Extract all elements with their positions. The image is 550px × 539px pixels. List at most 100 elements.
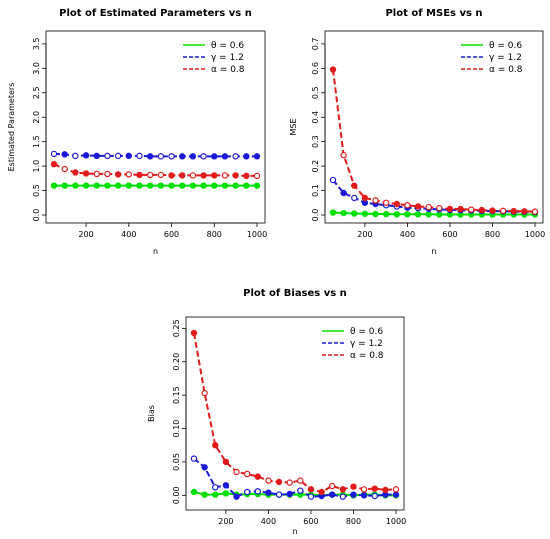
series-point-3	[329, 482, 336, 490]
series-point-3	[190, 329, 198, 337]
series-line-3	[53, 163, 257, 177]
x-tick-label: 600	[442, 230, 457, 239]
y-tick-label: 3.5	[32, 38, 41, 51]
series-point-2	[104, 152, 111, 160]
series-point-2	[189, 153, 197, 160]
series-point-3	[392, 486, 400, 493]
series-point-2	[286, 490, 293, 498]
series-point-2	[232, 153, 239, 160]
y-tick-label: 3.0	[32, 62, 41, 75]
series-point-2	[50, 150, 58, 158]
series-point-3	[114, 171, 122, 178]
series-point-2	[307, 493, 315, 500]
series-point-1	[200, 182, 207, 189]
legend-label-1: θ = 0.6	[211, 41, 244, 51]
series-point-1	[382, 210, 390, 218]
series-point-1	[179, 182, 186, 189]
series-point-2	[221, 153, 229, 160]
y-tick-label: 1.0	[32, 160, 41, 173]
y-tick-label: 0.2	[311, 160, 320, 173]
y-tick-label: 0.1	[311, 184, 320, 197]
series-point-1	[157, 182, 165, 189]
series-point-2	[265, 489, 272, 496]
x-axis-label: n	[292, 527, 297, 536]
y-tick-label: 1.5	[32, 135, 41, 148]
series-point-1	[146, 182, 154, 189]
series-point-2	[190, 455, 198, 462]
y-tick-label: 0.10	[172, 420, 181, 438]
series-point-1	[125, 182, 132, 189]
x-tick-label: 800	[346, 517, 361, 526]
series-point-2	[329, 176, 337, 184]
series-point-3	[286, 479, 293, 486]
series-point-2	[253, 153, 261, 160]
x-tick-label: 400	[261, 517, 276, 526]
series-point-1	[72, 182, 79, 189]
series-point-3	[72, 169, 79, 176]
series-point-1	[372, 210, 379, 218]
series-point-3	[307, 486, 315, 493]
series-point-2	[211, 153, 218, 160]
series-line-3	[332, 69, 536, 213]
series-point-3	[254, 473, 261, 480]
series-point-3	[499, 207, 507, 215]
x-tick-label: 1000	[386, 517, 406, 526]
y-tick-label: 2.5	[32, 86, 41, 99]
series-point-3	[275, 478, 283, 486]
series-point-3	[425, 203, 432, 211]
series-point-3	[351, 182, 358, 189]
series-point-2	[350, 491, 357, 498]
series-point-3	[104, 170, 111, 178]
x-axis-label: n	[431, 247, 436, 256]
series-point-3	[232, 172, 239, 179]
series-point-2	[179, 153, 186, 160]
legend-label-3: α = 0.8	[211, 65, 245, 75]
series-point-3	[179, 172, 186, 179]
series-point-3	[531, 208, 539, 215]
y-tick-label: 0.0	[311, 209, 320, 222]
series-point-1	[189, 182, 197, 189]
series-point-3	[243, 172, 250, 180]
series-point-2	[340, 189, 347, 197]
series-point-3	[478, 206, 486, 214]
x-tick-label: 200	[78, 230, 93, 239]
series-point-1	[393, 211, 400, 218]
series-point-2	[243, 488, 251, 496]
series-point-3	[146, 171, 154, 179]
x-axis-label: n	[153, 247, 158, 256]
series-point-2	[254, 488, 261, 495]
series-point-1	[414, 211, 422, 218]
series-point-1	[361, 210, 369, 217]
series-point-2	[275, 491, 283, 498]
series-point-1	[61, 182, 68, 189]
series-point-1	[253, 182, 261, 189]
series-point-2	[392, 491, 400, 498]
series-point-1	[340, 209, 347, 217]
y-tick-label: 2.0	[32, 111, 41, 124]
chart-title: Plot of MSEs vs n	[385, 8, 482, 19]
series-point-2	[114, 152, 122, 160]
series-point-1	[104, 182, 111, 189]
series-point-3	[212, 442, 219, 449]
series-point-3	[61, 165, 68, 173]
series-point-3	[404, 202, 411, 209]
series-point-1	[168, 182, 175, 189]
series-point-1	[351, 210, 358, 217]
legend-label-2: γ = 1.2	[350, 339, 383, 349]
series-point-3	[297, 477, 304, 484]
series-point-3	[125, 171, 132, 178]
series-point-3	[414, 203, 422, 210]
series-point-2	[339, 493, 347, 500]
legend-label-2: γ = 1.2	[211, 53, 244, 63]
series-point-1	[211, 182, 218, 189]
series-point-3	[50, 160, 58, 168]
series-point-2	[297, 487, 304, 494]
series-point-3	[157, 171, 165, 179]
series-point-3	[382, 486, 389, 494]
legend-label-3: α = 0.8	[350, 351, 384, 361]
series-point-3	[168, 172, 175, 179]
x-tick-label: 1000	[247, 230, 267, 239]
series-point-3	[243, 470, 251, 478]
series-point-3	[222, 458, 230, 466]
chart-title: Plot of Biases vs n	[243, 288, 347, 299]
